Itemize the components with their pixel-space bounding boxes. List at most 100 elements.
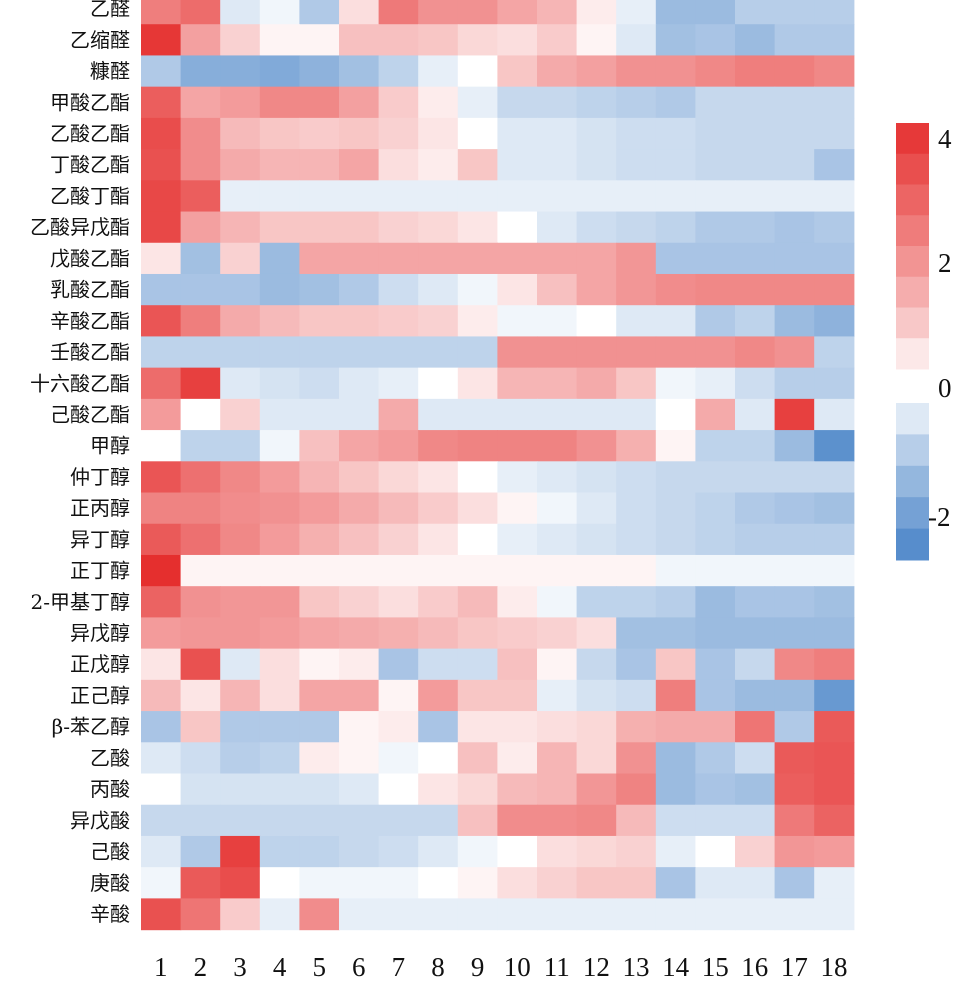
heatmap-cell [180,273,221,306]
heatmap-cell [141,180,182,213]
heatmap-cell [735,554,776,587]
heatmap-cell [457,86,498,119]
heatmap-cell [220,430,261,462]
heatmap-cell [457,149,498,181]
heatmap-cell [299,773,340,806]
heatmap-cell [180,586,221,618]
heatmap-cell [774,305,815,338]
heatmap-cell [418,679,459,712]
row-label: 异丁醇 [70,527,130,551]
heatmap-cell [655,835,696,868]
column-label: 10 [504,952,531,982]
heatmap-cell [220,804,261,837]
heatmap-cell [774,711,815,743]
heatmap-cell [220,273,261,306]
heatmap-cell [378,430,419,462]
heatmap-cell [180,523,221,556]
heatmap-cell [655,24,696,57]
heatmap-cell [220,586,261,618]
heatmap-cell [576,586,617,618]
row-label: 己酸 [90,840,130,864]
heatmap-cell [418,867,459,899]
heatmap-cell [141,430,182,462]
colorbar-swatch [896,153,929,185]
heatmap-cell [259,117,300,150]
heatmap-cell [339,867,380,899]
heatmap-cell [497,804,538,837]
row-label: 异戊酸 [70,808,130,832]
heatmap-cell [180,617,221,650]
colorbar-swatch [896,276,929,308]
colorbar-tick-label: -2 [928,502,951,532]
heatmap-cell [299,679,340,712]
heatmap-cell [814,711,855,743]
heatmap-cell [220,117,261,150]
heatmap-cell [141,711,182,743]
heatmap-cell [655,305,696,338]
heatmap-cell [378,398,419,431]
heatmap-cell [695,523,736,556]
heatmap-cell [378,711,419,743]
heatmap-cell [814,305,855,338]
heatmap-cell [497,367,538,400]
heatmap-cell [259,430,300,462]
heatmap-cell [616,867,657,899]
heatmap-cell [378,835,419,868]
heatmap-cell [576,242,617,275]
heatmap-cell [339,773,380,806]
heatmap-cell [774,336,815,369]
heatmap-cell [695,117,736,150]
heatmap-cell [497,742,538,775]
heatmap-cell [774,117,815,150]
heatmap-cell [378,492,419,525]
heatmap-cell [497,24,538,57]
heatmap-cell [616,492,657,525]
heatmap-cell [259,211,300,244]
heatmap-cell [616,586,657,618]
heatmap-cell [180,898,221,931]
heatmap-cell [537,24,578,57]
heatmap-cell [735,211,776,244]
heatmap-cell [695,679,736,712]
row-label: 异戊醇 [70,621,130,645]
column-label: 3 [233,952,247,982]
heatmap-cell [576,554,617,587]
column-label: 1 [154,952,168,982]
heatmap-cell [180,180,221,213]
heatmap-cell [141,773,182,806]
heatmap-cell [457,211,498,244]
heatmap-cell [220,86,261,119]
heatmap-cell [378,55,419,88]
heatmap-cell [418,55,459,88]
heatmap-cell [537,117,578,150]
row-label: 正丁醇 [70,559,130,583]
heatmap-cell [220,835,261,868]
colorbar-swatch [896,434,929,467]
heatmap-cell [299,804,340,837]
heatmap-cell [339,898,380,931]
heatmap-cell [576,679,617,712]
heatmap-cell [457,554,498,587]
heatmap-cell [735,24,776,57]
heatmap-cell [616,617,657,650]
row-label: 仲丁醇 [70,465,130,489]
heatmap-cell [616,0,657,25]
heatmap-cell [655,430,696,462]
heatmap-cell [655,711,696,743]
heatmap-cell [576,0,617,25]
heatmap-cell [220,679,261,712]
heatmap-cell [537,867,578,899]
heatmap-cell [141,367,182,400]
heatmap-cell [180,305,221,338]
heatmap-cell [616,55,657,88]
heatmap-cell [695,648,736,681]
heatmap-cell [339,711,380,743]
heatmap-cell [655,367,696,400]
heatmap-cell [537,804,578,837]
heatmap-cell [220,149,261,181]
heatmap-cell [220,336,261,369]
column-labels: 1 2 3 4 5 6 7 8 9 10 11 12 13 14 15 16 17 18 [154,952,847,982]
heatmap-cell [180,430,221,462]
heatmap-cell [735,273,776,306]
heatmap-cell [457,305,498,338]
